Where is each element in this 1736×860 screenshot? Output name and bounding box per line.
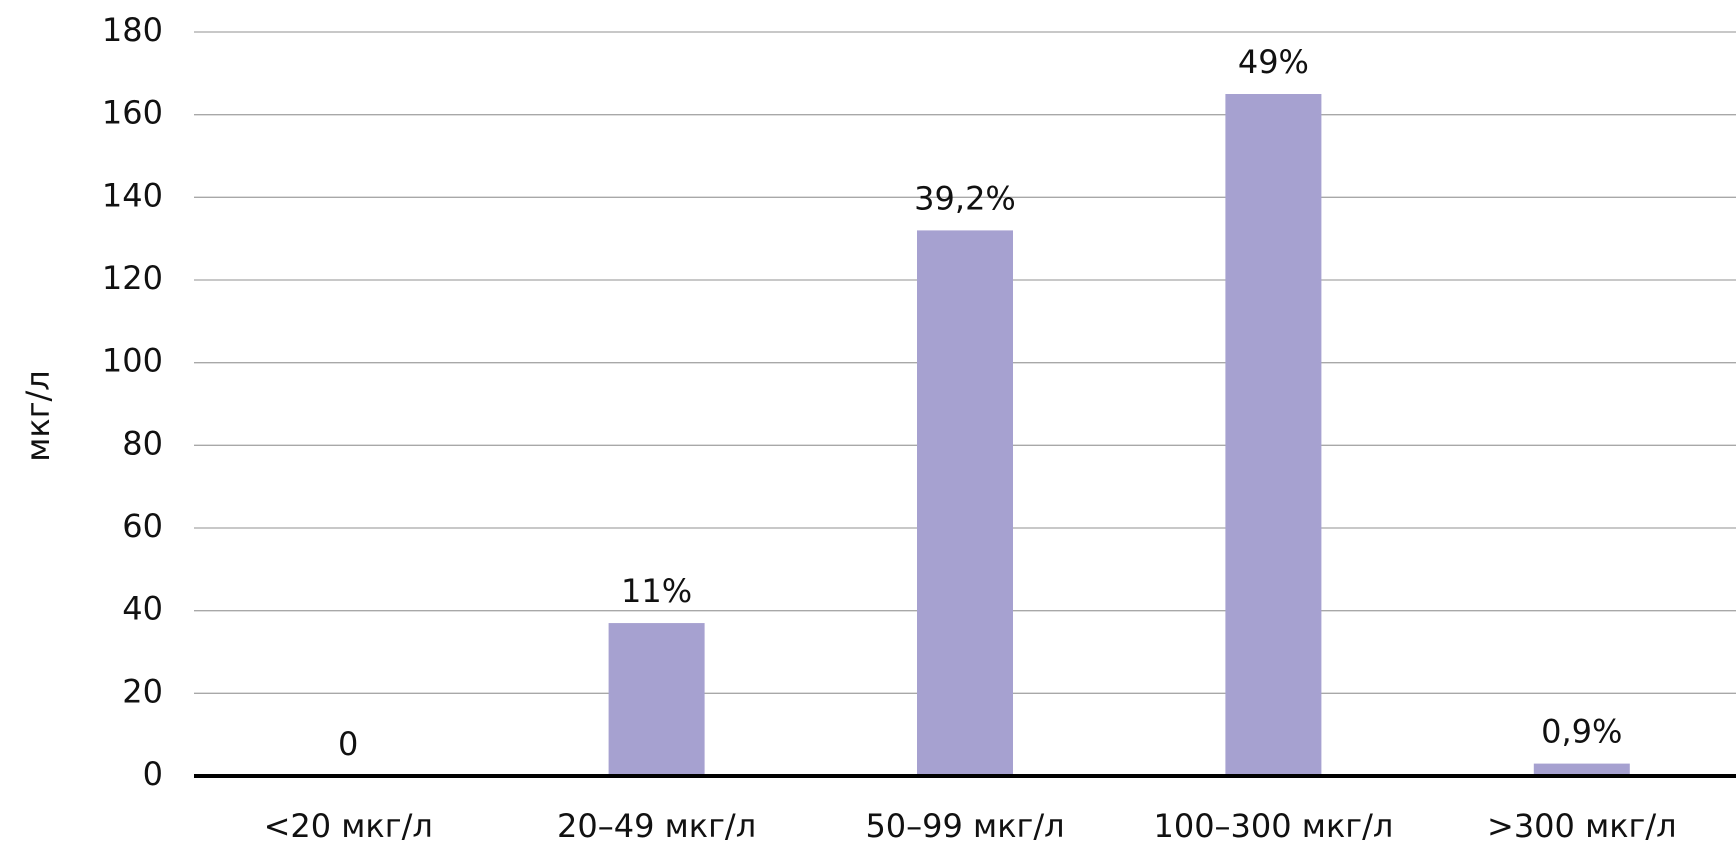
- y-tick-label: 160: [102, 94, 163, 132]
- x-tick-label: 20–49 мкг/л: [557, 807, 756, 845]
- bar-annotation: 39,2%: [914, 179, 1016, 217]
- bar: [1225, 94, 1322, 776]
- y-tick-label: 120: [102, 259, 163, 297]
- bar-annotation: 0: [338, 725, 358, 763]
- bar-annotation: 0,9%: [1541, 713, 1622, 751]
- x-tick-label: <20 мкг/л: [264, 807, 433, 845]
- y-axis-title: мкг/л: [19, 370, 57, 462]
- bar-annotation: 49%: [1238, 43, 1309, 81]
- y-tick-label: 60: [122, 507, 163, 545]
- y-tick-label: 100: [102, 342, 163, 380]
- y-tick-label: 20: [122, 672, 163, 710]
- bar-annotation: 11%: [621, 572, 692, 610]
- y-tick-label: 0: [143, 755, 163, 793]
- y-tick-label: 140: [102, 176, 163, 214]
- bar: [1533, 763, 1630, 776]
- y-tick-label: 40: [122, 590, 163, 628]
- x-tick-label: 100–300 мкг/л: [1153, 807, 1393, 845]
- bar: [608, 623, 705, 776]
- y-tick-label: 180: [102, 11, 163, 49]
- y-tick-label: 80: [122, 424, 163, 462]
- bar: [917, 230, 1013, 776]
- x-tick-label: >300 мкг/л: [1487, 807, 1677, 845]
- x-tick-label: 50–99 мкг/л: [865, 807, 1064, 845]
